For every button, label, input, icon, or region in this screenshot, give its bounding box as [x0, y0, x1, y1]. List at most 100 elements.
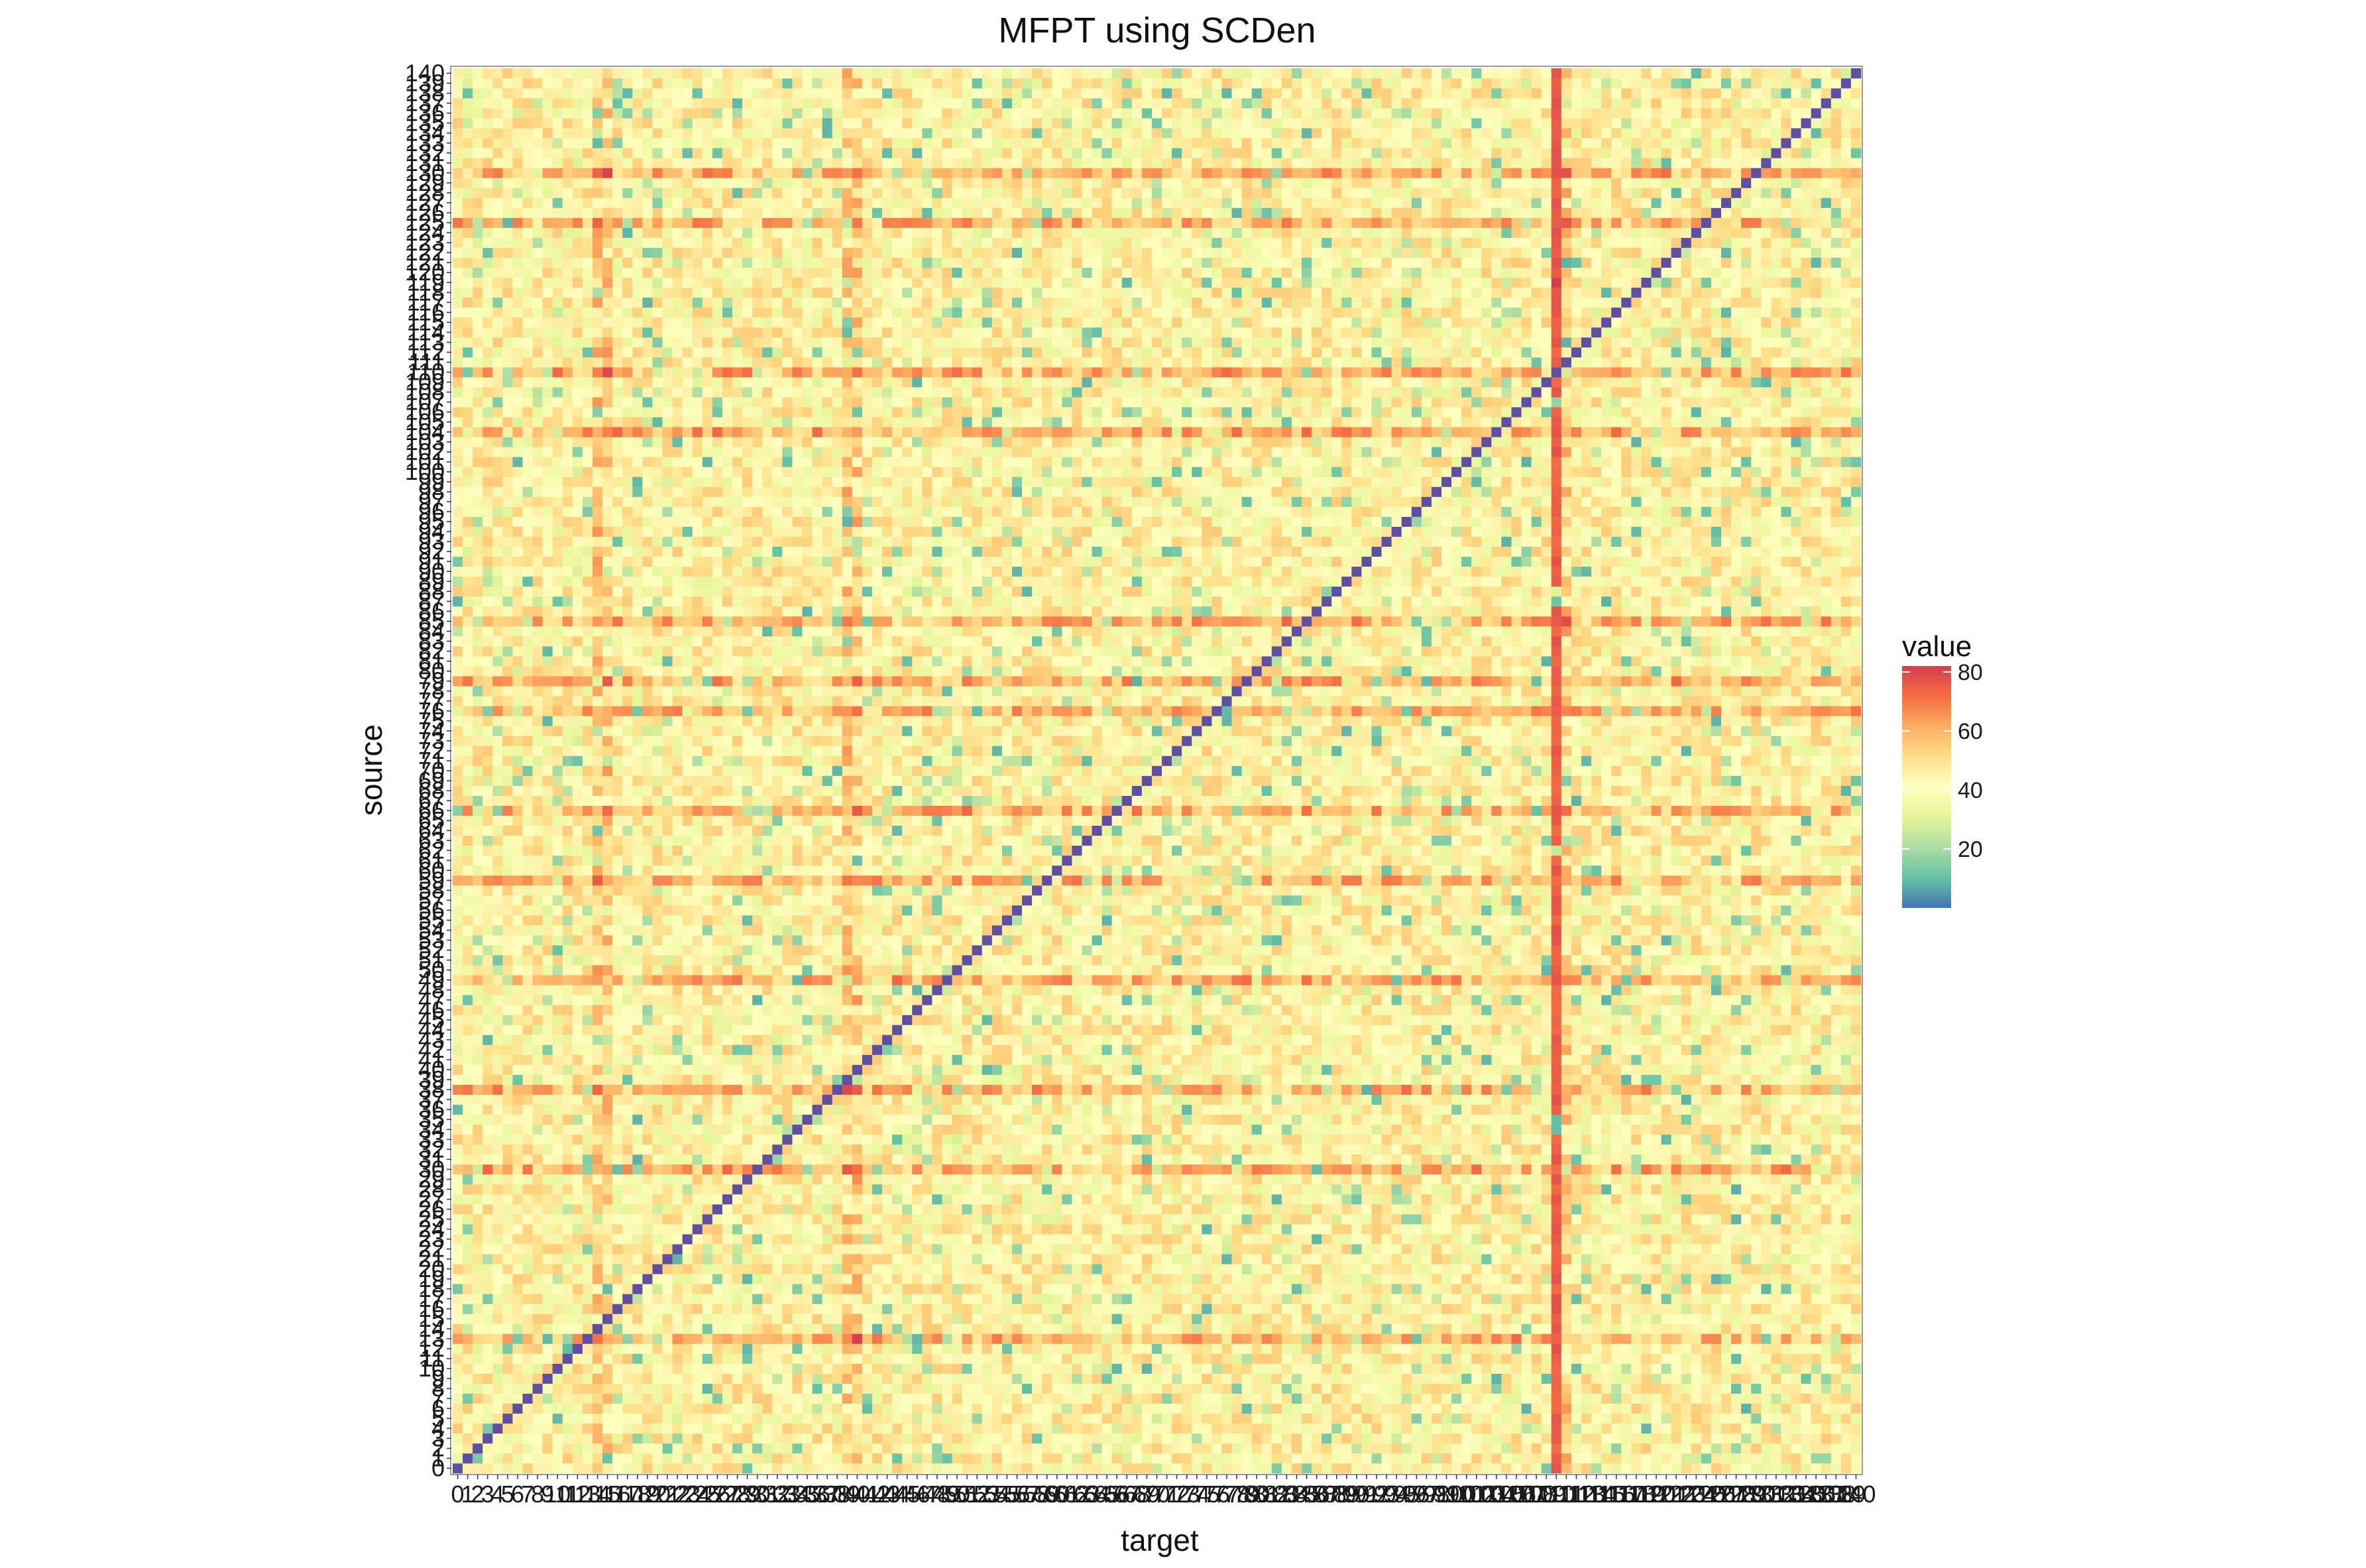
heatmap-cell	[1141, 1154, 1153, 1165]
heatmap-cell	[642, 1174, 653, 1185]
heatmap-cell	[972, 1174, 983, 1185]
heatmap-cell	[1092, 1463, 1102, 1474]
heatmap-cell	[1781, 1343, 1791, 1354]
heatmap-cell	[1481, 1323, 1492, 1334]
heatmap-cell	[792, 1343, 803, 1354]
heatmap-cell	[952, 1353, 962, 1364]
heatmap-cell	[1731, 1154, 1742, 1165]
heatmap-cell	[1302, 1164, 1312, 1175]
heatmap-cell	[1001, 1274, 1013, 1284]
heatmap-cell	[902, 1154, 913, 1165]
heatmap-cell	[932, 1194, 942, 1205]
heatmap-cell	[1341, 1264, 1352, 1274]
heatmap-cell	[1421, 1204, 1432, 1215]
heatmap-cell	[582, 1433, 593, 1444]
heatmap-cell	[473, 1423, 483, 1434]
heatmap-cell	[1211, 1264, 1222, 1274]
heatmap-cell	[1192, 1463, 1202, 1474]
heatmap-cell	[752, 1244, 763, 1255]
heatmap-cell	[1062, 1353, 1072, 1364]
heatmap-cell	[772, 1234, 783, 1245]
heatmap-cell	[572, 1194, 583, 1205]
heatmap-cell	[1711, 1383, 1722, 1394]
heatmap-cell	[672, 1393, 683, 1404]
heatmap-cell	[1641, 1363, 1652, 1374]
heatmap-cell	[1521, 1124, 1532, 1135]
heatmap-cell	[642, 1114, 653, 1125]
heatmap-cell	[762, 1294, 773, 1304]
heatmap-cell	[1111, 1343, 1123, 1354]
heatmap-cell	[1611, 1363, 1622, 1374]
heatmap-cell	[1781, 1314, 1791, 1324]
heatmap-cell	[712, 1423, 723, 1434]
heatmap-cell	[1192, 1184, 1202, 1195]
heatmap-cell	[1541, 1214, 1552, 1225]
heatmap-cell	[1162, 1373, 1172, 1384]
heatmap-cell	[1621, 1403, 1632, 1414]
heatmap-cell	[1521, 1363, 1532, 1374]
heatmap-cell	[982, 1194, 993, 1205]
heatmap-cell	[702, 1443, 713, 1454]
heatmap-cell	[682, 1114, 693, 1125]
heatmap-cell	[532, 1433, 543, 1444]
heatmap-cell	[1461, 1214, 1472, 1225]
heatmap-cell	[872, 1423, 883, 1434]
heatmap-cell	[1651, 1323, 1662, 1334]
heatmap-cell	[1131, 1314, 1143, 1324]
heatmap-cell	[453, 1254, 463, 1264]
heatmap-cell	[1801, 1393, 1811, 1404]
heatmap-cell	[1761, 1393, 1772, 1404]
heatmap-cell	[882, 1174, 893, 1185]
heatmap-cell	[1421, 1274, 1432, 1284]
heatmap-cell	[1840, 1194, 1852, 1205]
heatmap-cell	[882, 1453, 893, 1464]
heatmap-cell	[1711, 1254, 1722, 1264]
heatmap-cell	[842, 1453, 853, 1464]
heatmap-cell	[1461, 1134, 1472, 1145]
heatmap-cell	[582, 1294, 593, 1304]
heatmap-cell	[1521, 1144, 1532, 1155]
heatmap-cell	[1401, 1164, 1412, 1175]
heatmap-cell	[1101, 1174, 1112, 1185]
heatmap-cell	[1411, 1284, 1422, 1294]
heatmap-cell	[1111, 1264, 1123, 1274]
heatmap-cell	[1271, 1144, 1282, 1155]
heatmap-cell	[1681, 1164, 1692, 1175]
heatmap-cell	[1761, 1383, 1772, 1394]
heatmap-cell	[1681, 1274, 1692, 1284]
heatmap-cell	[702, 1144, 713, 1155]
heatmap-cell	[1001, 1453, 1013, 1464]
heatmap-cell	[1141, 1314, 1153, 1324]
heatmap-cell	[1840, 1443, 1852, 1454]
heatmap-cell	[562, 1194, 573, 1205]
heatmap-cell	[1681, 1144, 1692, 1155]
heatmap-cell	[1531, 1264, 1542, 1274]
heatmap-cell	[1291, 1383, 1302, 1394]
heatmap-cell	[692, 1403, 703, 1414]
heatmap-cell	[772, 1383, 783, 1394]
heatmap-cell	[1411, 1433, 1422, 1444]
heatmap-cell	[772, 1323, 783, 1334]
heatmap-cell	[652, 1174, 663, 1185]
heatmap-cell	[1561, 1184, 1572, 1195]
heatmap-cell	[1621, 1353, 1632, 1364]
heatmap-cell	[652, 1333, 663, 1344]
heatmap-cell	[1001, 1363, 1013, 1374]
heatmap-cell	[1312, 1214, 1322, 1225]
heatmap-cell	[812, 1304, 822, 1314]
heatmap-cell	[1840, 1254, 1852, 1264]
heatmap-cell	[1182, 1353, 1192, 1364]
heatmap-cell	[1511, 1124, 1522, 1135]
heatmap-cell	[1771, 1413, 1781, 1424]
heatmap-cell	[952, 1234, 962, 1245]
heatmap-cell	[1302, 1214, 1312, 1225]
heatmap-cell	[1491, 1214, 1502, 1225]
heatmap-cell	[1501, 1463, 1512, 1474]
heatmap-cell	[722, 1184, 733, 1195]
heatmap-cell	[1581, 1194, 1592, 1205]
heatmap-cell	[832, 1204, 843, 1215]
heatmap-cell	[1231, 1204, 1242, 1215]
heatmap-cell	[1421, 1194, 1432, 1205]
heatmap-cell	[892, 1383, 903, 1394]
heatmap-cell	[522, 1224, 533, 1235]
